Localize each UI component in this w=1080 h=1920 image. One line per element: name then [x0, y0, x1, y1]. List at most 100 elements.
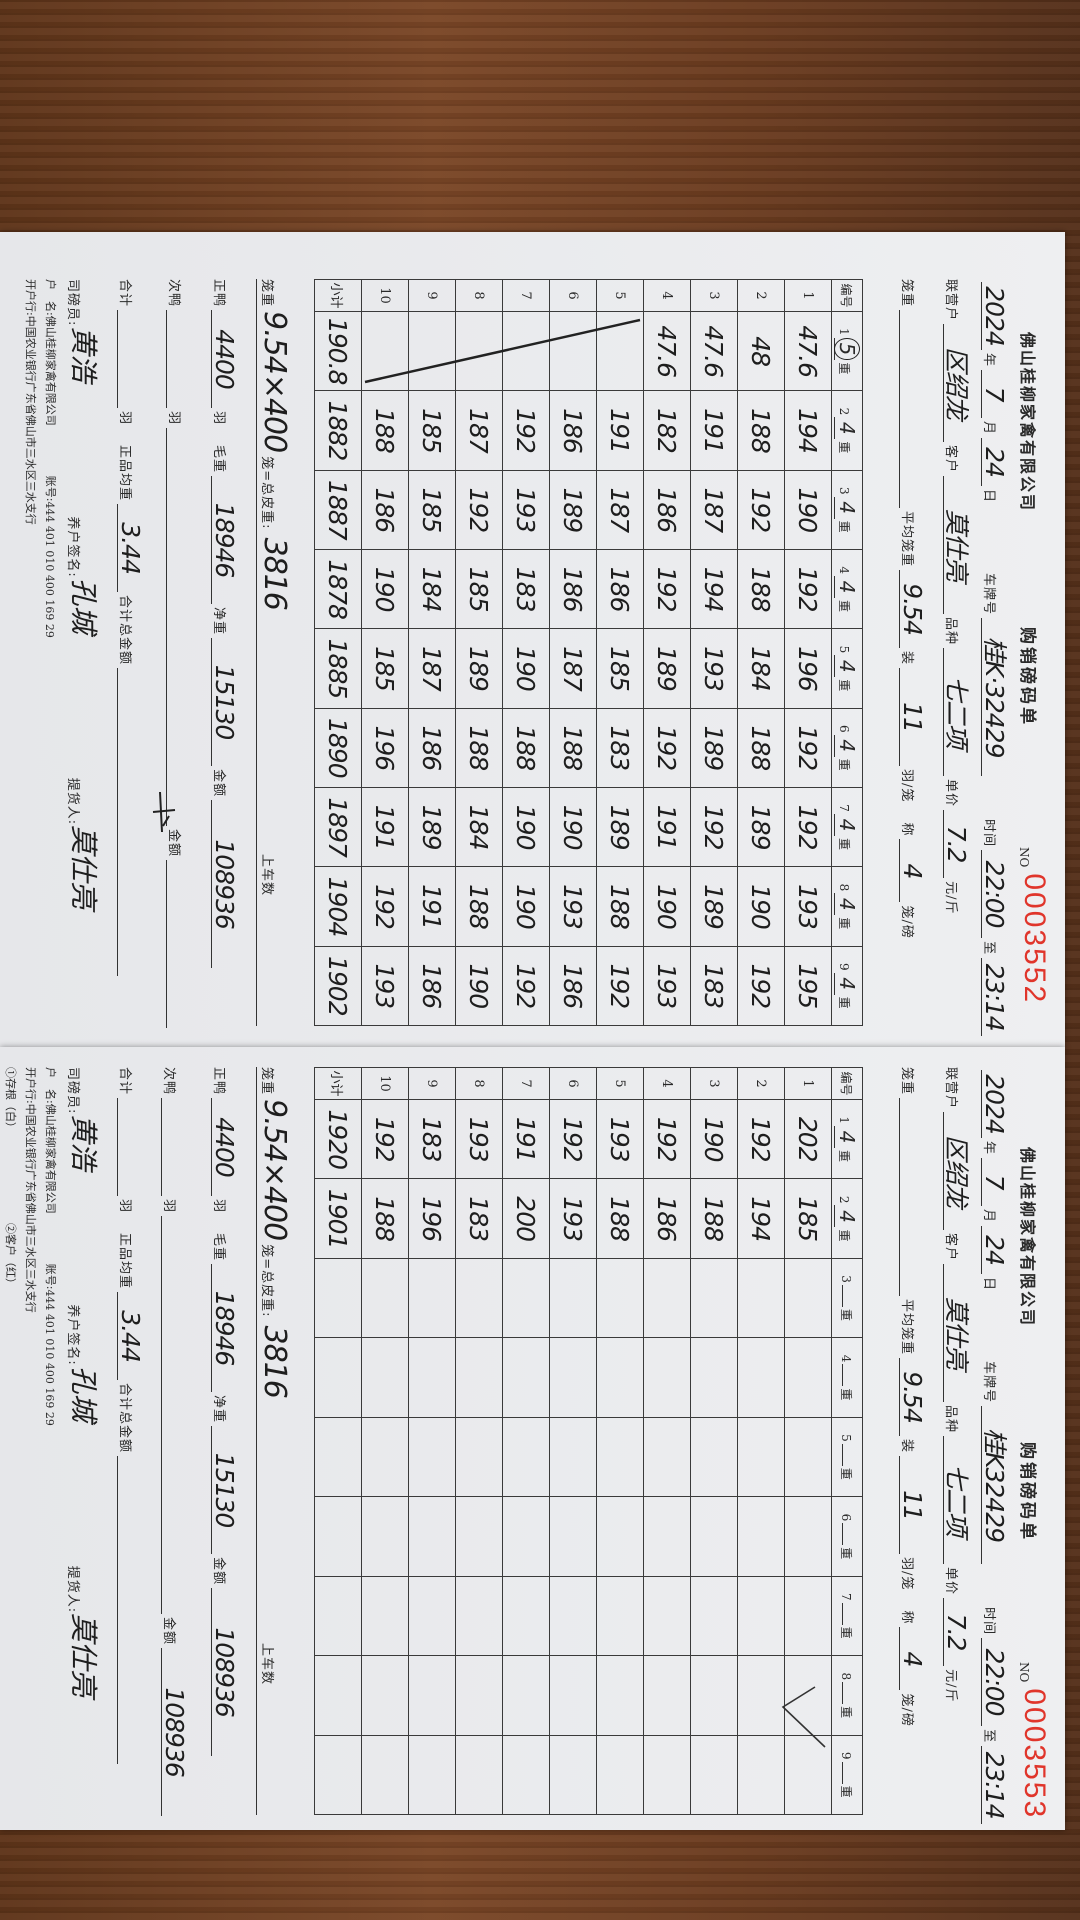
weight-cell: 193: [596, 1099, 644, 1179]
second-duck-value: [161, 1098, 162, 1197]
amount-label: 金额: [211, 769, 226, 798]
weight-cell: 190: [737, 866, 785, 947]
column-number: 5: [839, 1434, 854, 1442]
weight-column-header: 8 4 重: [831, 866, 863, 947]
weight-cell: [455, 1496, 503, 1577]
customer-label: 客户: [943, 445, 958, 474]
weight-cell: 187: [408, 628, 456, 709]
weight-cell: [455, 1576, 503, 1656]
weight-cell: [690, 1576, 738, 1656]
account-number: 444 401 010 400 169 29: [43, 501, 56, 638]
weight-label: 重: [839, 1706, 854, 1719]
subtotal-cell: 1878: [314, 549, 362, 629]
main_duck-label: 正鸭: [211, 279, 226, 308]
weight-cell: [596, 1258, 644, 1338]
row-number: 7: [502, 1067, 550, 1100]
weight-cell: 191: [408, 866, 456, 947]
cage-count: 4: [835, 739, 860, 752]
weight-cell: 185: [784, 1178, 832, 1259]
weight-cell: 184: [737, 628, 785, 709]
weight-cell: [408, 1655, 456, 1735]
weight-cell: 196: [361, 708, 409, 788]
time-from-value: 22:00: [980, 850, 1009, 939]
table-header: 编号 14重 24重 3重 4重 5重 6重 7重 8重 9重: [831, 1067, 863, 1815]
price_unit-label: 元/斤: [943, 881, 958, 915]
row-number: 4: [643, 1067, 691, 1100]
time-to-value: 23:14: [980, 1746, 1009, 1825]
table-row: 3 190 188: [690, 1067, 738, 1815]
row-number: 8: [455, 279, 503, 312]
table-row: 6 186 189 186 187 188 190 193 186: [549, 279, 597, 1026]
weight-cell: [643, 1735, 691, 1815]
plate-value: 桂K32429: [980, 1406, 1009, 1565]
company-name: 佛山桂柳家禽有限公司: [1018, 1147, 1037, 1328]
weight-cell: [455, 1735, 503, 1815]
weight-cell: 187: [596, 470, 644, 550]
subtotal-cell: 1887: [314, 470, 362, 550]
weight-cell: 191: [596, 390, 644, 471]
weight-cell: 193: [549, 866, 597, 947]
month-value: 7: [980, 1158, 1009, 1207]
weight-cell: 188: [361, 390, 409, 471]
column-number: 4: [839, 1354, 854, 1363]
column-number: 1: [837, 1116, 852, 1125]
weight-cell: 193: [690, 628, 738, 709]
weight-cell: 192: [737, 1099, 785, 1179]
cages_total_tare-label: 笼=总皮重:: [259, 456, 274, 530]
slip-title: 购销磅码单: [1017, 627, 1037, 728]
table-row: 10 192 188: [361, 1067, 409, 1815]
table-row: 7 191 200: [502, 1067, 550, 1815]
weight-cell: [549, 1337, 597, 1418]
avg-cage-weight-value: 9.54: [898, 1358, 927, 1437]
weight-cell: [361, 1655, 409, 1735]
weight-cell: 200: [502, 1178, 550, 1259]
weight-cell: 185: [455, 549, 503, 629]
row-number: 9: [408, 1067, 456, 1100]
row-number: 5: [596, 1067, 644, 1100]
subtotal-cell: [314, 1258, 362, 1338]
weight-cell: 186: [643, 1178, 691, 1259]
boarding-label: 上车数: [259, 1642, 274, 1685]
weight-column-header: 4 4 重: [831, 549, 863, 629]
main-duck-row: 正鸭 4400 羽 毛重 18946 净重 15130 金额 108936: [210, 279, 239, 971]
cages_total_tare-label: 笼=总皮重:: [259, 1244, 274, 1318]
column-number: 2: [837, 407, 852, 416]
birds_per_cage-label: 羽/笼: [899, 769, 914, 803]
weight-cell: [549, 1735, 597, 1815]
weight-column-header: 3 4 重: [831, 470, 863, 550]
weight-cell: 190: [643, 866, 691, 947]
feather-label: 羽: [117, 411, 132, 426]
account-name-label: 户 名:: [44, 1067, 57, 1104]
price_unit-label: 元/斤: [943, 1669, 958, 1703]
weight-column-header: 4重: [831, 1337, 863, 1418]
table-row: 8 193 183: [455, 1067, 503, 1815]
row-number: 8: [455, 1067, 503, 1100]
weight-cell: 187: [549, 628, 597, 709]
account-row: 户 名: 佛山桂柳家禽有限公司 账号: 444 401 010 400 169 …: [43, 1067, 59, 1426]
cage-count: 4: [835, 977, 860, 990]
weight-column-header: 5重: [831, 1417, 863, 1497]
weight-cell: [549, 1417, 597, 1497]
to-label: 至: [981, 941, 996, 956]
table-row: 4 47.6 182 186 192 189 192 191 190 193: [643, 279, 691, 1026]
weight-label: 重: [837, 837, 852, 850]
weight-column-header: 1 4 重: [831, 1099, 863, 1179]
column-number: 9: [839, 1751, 854, 1760]
partner-label: 联营户: [943, 279, 958, 322]
weight-label: 重: [837, 679, 852, 692]
weight-cell: 191: [502, 1099, 550, 1179]
weight-cell: [502, 1576, 550, 1656]
weight-cell: 183: [502, 549, 550, 629]
weigher-signature: 黄浩: [67, 326, 100, 383]
weight-cell: 192: [690, 787, 738, 867]
plate-value: 桂K·32429: [980, 618, 1009, 777]
weight-cell: [408, 311, 456, 391]
cages_per_weigh-label: 笼/磅: [899, 1693, 914, 1727]
weight-cell: [690, 1496, 738, 1577]
second_duck-label: 次鸭: [161, 1067, 176, 1096]
cage-count: 4: [835, 897, 860, 911]
subtotal-row: 小计 1920 1901: [314, 1067, 362, 1815]
weighing-slip-2: 佛山桂柳家禽有限公司 购销磅码单 NO 0003553 2024 年 7 月 24 日 车…: [0, 1047, 1065, 1830]
time-label: 时间: [981, 819, 996, 848]
table-row: 5 191 187 186 185 183 189 188 192: [596, 279, 644, 1026]
